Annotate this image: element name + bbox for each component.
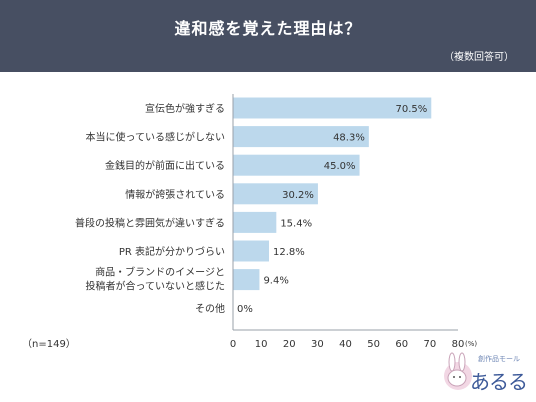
bar bbox=[233, 183, 318, 205]
sample-size-label: （n=149） bbox=[22, 338, 76, 350]
x-tick-label: 10 bbox=[255, 339, 268, 350]
x-tick-label: 80 bbox=[452, 339, 465, 350]
x-tick-label: 50 bbox=[367, 339, 380, 350]
bar-value-label: 45.0% bbox=[324, 161, 356, 172]
x-tick-label: 0 bbox=[230, 339, 236, 350]
x-tick-label: 60 bbox=[395, 339, 408, 350]
category-label: 宣伝色が強すぎる bbox=[145, 102, 225, 115]
bar bbox=[233, 97, 432, 119]
x-tick-label: 20 bbox=[283, 339, 296, 350]
bar-value-label: 70.5% bbox=[396, 104, 428, 115]
bar-value-label: 12.8% bbox=[273, 247, 305, 258]
category-label: PR 表記が分かりづらい bbox=[119, 245, 225, 258]
bar bbox=[233, 240, 269, 262]
bar bbox=[233, 211, 277, 233]
logo-wordmark: あるる bbox=[470, 370, 528, 394]
bar-value-label: 48.3% bbox=[333, 133, 365, 144]
brand-logo bbox=[438, 352, 528, 396]
x-tick-label: 30 bbox=[311, 339, 324, 350]
bar-value-label: 15.4% bbox=[280, 218, 312, 229]
chart-title: 違和感を覚えた理由は？ bbox=[174, 19, 362, 38]
category-label: 投稿者が合っていないと感じた bbox=[86, 280, 226, 293]
bar bbox=[233, 269, 260, 291]
category-label: 金銭目的が前面に出ている bbox=[105, 159, 225, 172]
bar-value-label: 0% bbox=[237, 304, 253, 315]
category-label: 情報が誇張されている bbox=[125, 188, 225, 201]
category-label: 本当に使っている感じがしない bbox=[86, 131, 226, 144]
multiple-answer-note: （複数回答可） bbox=[444, 52, 514, 63]
category-label: その他 bbox=[195, 302, 225, 315]
category-label: 普段の投稿と雰囲気が違いすぎる bbox=[75, 216, 225, 229]
x-tick-label: 70 bbox=[424, 339, 437, 350]
x-unit-label: (%) bbox=[465, 340, 477, 348]
bar-value-label: 9.4% bbox=[263, 276, 288, 287]
category-label: 商品・ブランドのイメージと bbox=[95, 266, 225, 279]
bar-value-label: 30.2% bbox=[282, 190, 314, 201]
x-tick-label: 40 bbox=[339, 339, 352, 350]
chart-header: 違和感を覚えた理由は？ （複数回答可） bbox=[0, 0, 536, 72]
logo-subtitle: 創作品モール bbox=[478, 355, 520, 363]
bar bbox=[233, 126, 369, 148]
rabbit-icon bbox=[444, 352, 472, 390]
bar-chart: 70.5% 宣伝色が強すぎる 48.3% 本当に使っている感じがしない 45.0% 金銭目… bbox=[22, 94, 477, 350]
bar bbox=[233, 154, 360, 176]
